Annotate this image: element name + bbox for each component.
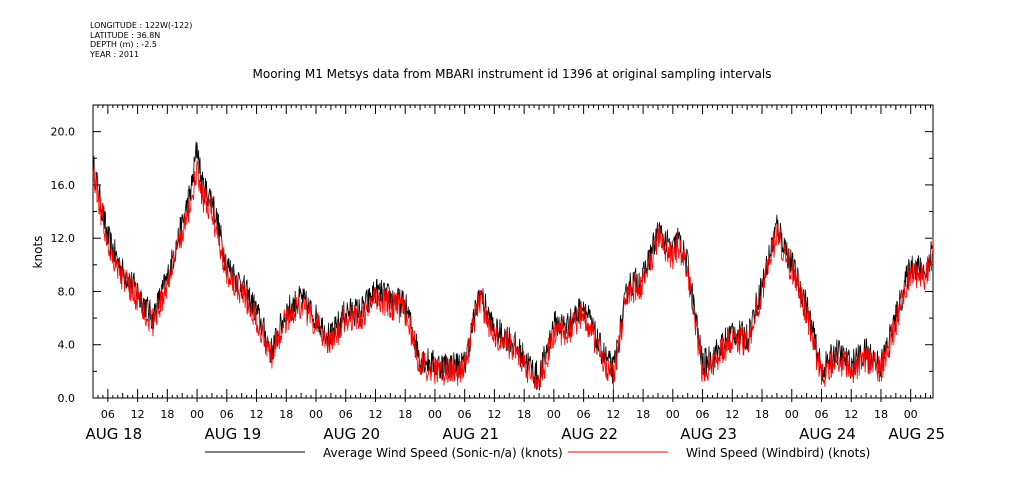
x-hour-label: 00 [547, 408, 561, 421]
x-hour-label: 06 [814, 408, 828, 421]
station-metadata: LONGITUDE : 122W(-122) LATITUDE : 36.8N … [90, 21, 192, 59]
x-hour-label: 18 [517, 408, 531, 421]
series-line-windbird [92, 159, 934, 391]
plot-frame [92, 104, 934, 399]
legend-label-windbird: Wind Speed (Windbird) (knots) [686, 446, 870, 460]
x-day-label: AUG 22 [561, 425, 618, 443]
x-hour-label: 12 [844, 408, 858, 421]
x-day-label: AUG 24 [799, 425, 856, 443]
x-hour-label: 06 [101, 408, 115, 421]
x-hour-label: 12 [725, 408, 739, 421]
x-hour-label: 12 [131, 408, 145, 421]
x-hour-label: 12 [487, 408, 501, 421]
latitude-label: LATITUDE : 36.8N [90, 30, 161, 40]
x-day-label: AUG 18 [86, 425, 143, 443]
x-hour-label: 06 [458, 408, 472, 421]
x-hour-label: 00 [309, 408, 323, 421]
x-hour-label: 06 [339, 408, 353, 421]
legend-label-sonic: Average Wind Speed (Sonic-n/a) (knots) [323, 446, 563, 460]
x-hour-label: 00 [428, 408, 442, 421]
x-hour-label: 18 [755, 408, 769, 421]
y-tick-label: 4.0 [58, 339, 76, 352]
depth-label: DEPTH (m) : -2.5 [90, 40, 157, 49]
x-day-label: AUG 19 [204, 425, 261, 443]
x-day-label: AUG 25 [888, 425, 945, 443]
year-label: YEAR : 2011 [90, 49, 140, 59]
x-day-label: AUG 21 [442, 425, 499, 443]
y-tick-label: 0.0 [58, 392, 76, 405]
y-tick-label: 20.0 [51, 126, 76, 139]
x-hour-label: 18 [636, 408, 650, 421]
x-hour-label: 18 [398, 408, 412, 421]
x-hour-label: 12 [368, 408, 382, 421]
x-hour-label: 00 [190, 408, 204, 421]
y-tick-label: 8.0 [58, 285, 76, 298]
chart-title: Mooring M1 Metsys data from MBARI instru… [252, 67, 772, 81]
x-hour-label: 18 [874, 408, 888, 421]
longitude-label: LONGITUDE : 122W(-122) [90, 21, 193, 30]
legend: Average Wind Speed (Sonic-n/a) (knots) W… [205, 446, 870, 460]
x-hour-label: 06 [220, 408, 234, 421]
x-day-label: AUG 23 [680, 425, 737, 443]
x-hour-label: 12 [250, 408, 264, 421]
y-axis-label: knots [31, 236, 45, 269]
y-tick-label: 16.0 [51, 179, 76, 192]
x-hour-label: 06 [696, 408, 710, 421]
x-hour-label: 06 [577, 408, 591, 421]
x-hour-label: 00 [666, 408, 680, 421]
x-hour-label: 00 [785, 408, 799, 421]
plot-layer: 0.0 4.0 8.0 12.0 16.0 20.0 06 12 18 00 06 12 18 00 06 1… [51, 104, 945, 443]
x-hour-label: 18 [160, 408, 174, 421]
x-day-label: AUG 20 [323, 425, 380, 443]
x-hour-label: 00 [904, 408, 918, 421]
y-tick-label: 12.0 [51, 232, 76, 245]
x-hour-label: 18 [279, 408, 293, 421]
x-hour-label: 12 [606, 408, 620, 421]
